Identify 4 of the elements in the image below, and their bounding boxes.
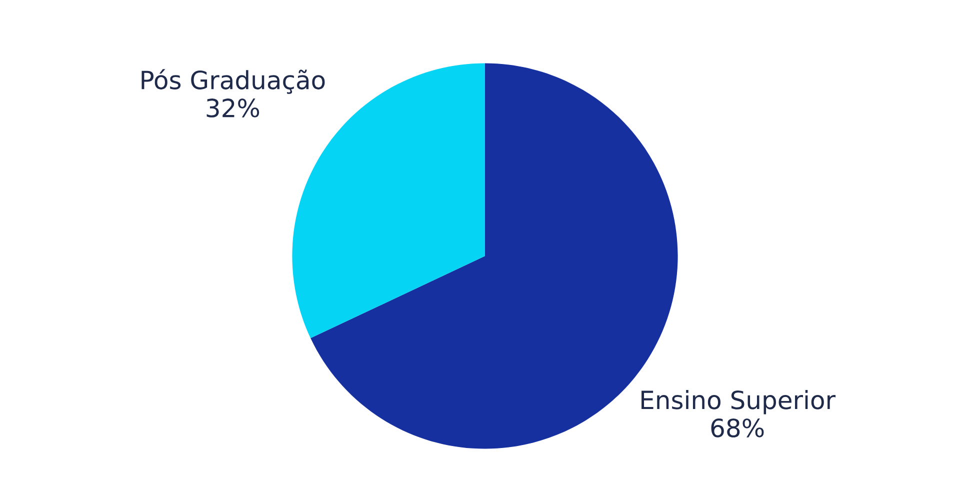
- data-label: 32%: [206, 98, 260, 118]
- slice-label: Pós Graduação: [142, 69, 325, 94]
- data-label: 68%: [711, 418, 764, 438]
- slice-label: Ensino Superior: [642, 390, 836, 414]
